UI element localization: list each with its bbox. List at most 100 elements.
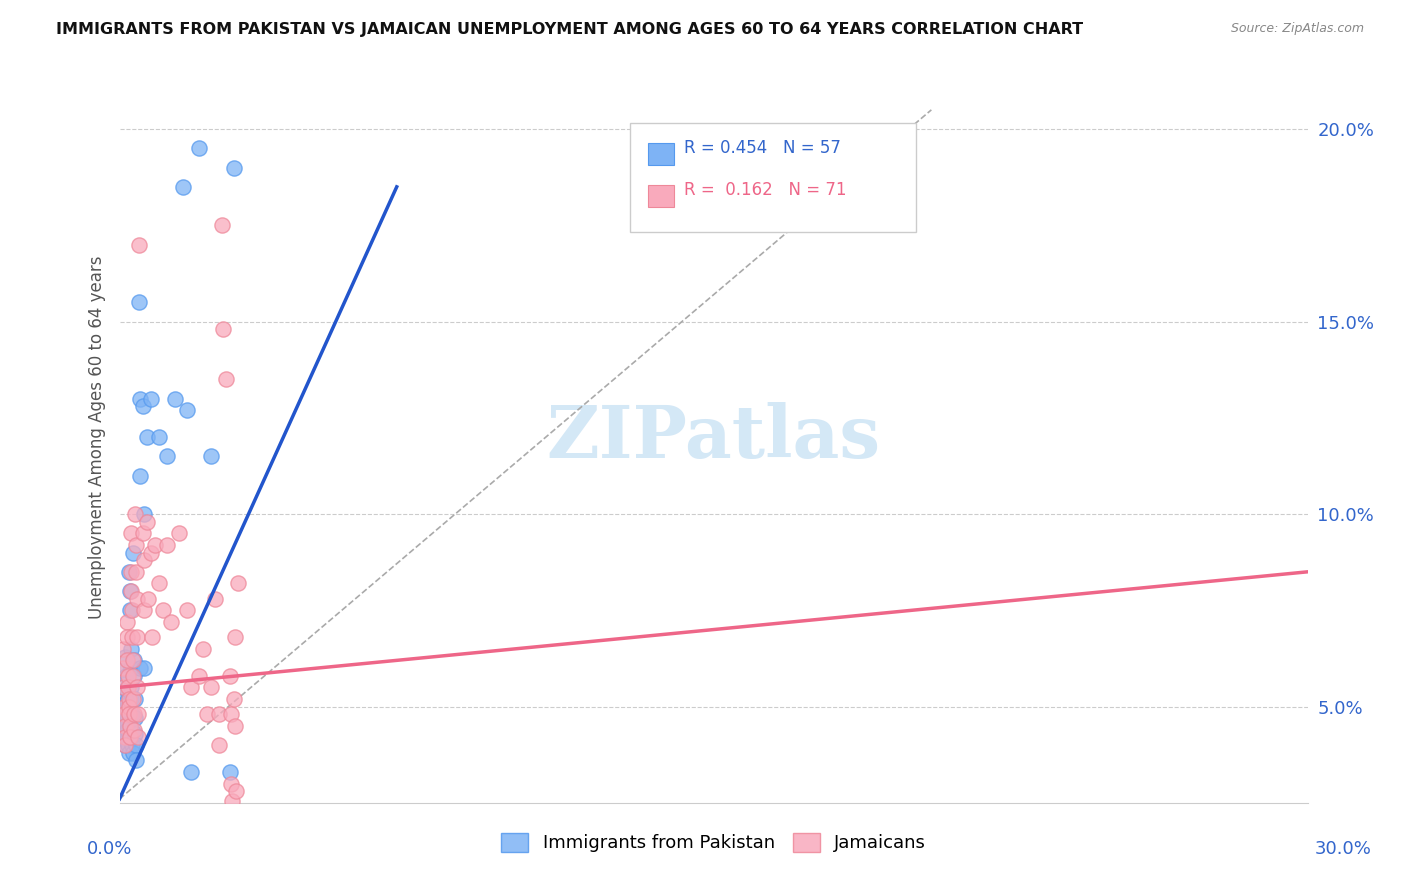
Point (187, 141, 209, 155)
Point (120, 565, 142, 579)
Point (120, 641, 142, 656)
Point (180, 764, 202, 779)
Point (125, 630, 148, 644)
Point (112, 717, 135, 731)
Point (125, 565, 148, 579)
Point (224, 630, 246, 644)
Point (121, 603, 143, 617)
Point (114, 731, 136, 745)
Point (191, 641, 214, 656)
Point (225, 784, 247, 798)
Point (122, 707, 145, 722)
Point (117, 717, 139, 731)
Point (124, 507, 146, 521)
Point (118, 707, 141, 722)
Text: 30.0%: 30.0% (1315, 840, 1371, 858)
Point (224, 161, 246, 175)
Point (219, 776, 242, 790)
Point (117, 691, 139, 706)
Point (112, 699, 135, 714)
Point (112, 681, 135, 695)
Point (200, 450, 222, 464)
Point (141, 630, 163, 644)
Point (111, 641, 134, 656)
Point (115, 709, 138, 723)
Point (136, 430, 159, 444)
Point (122, 545, 145, 559)
Point (110, 663, 132, 677)
Point (212, 322, 235, 336)
Point (112, 709, 135, 723)
Point (152, 603, 174, 617)
Point (163, 392, 186, 406)
Point (207, 707, 229, 722)
Point (114, 649, 136, 664)
Point (132, 399, 155, 413)
Point (121, 630, 143, 644)
Point (127, 707, 149, 722)
Point (121, 707, 143, 722)
FancyBboxPatch shape (648, 143, 675, 165)
Point (114, 738, 136, 752)
Point (180, 681, 202, 695)
Point (156, 538, 179, 552)
Point (122, 669, 145, 683)
Point (132, 507, 155, 521)
Point (112, 661, 135, 675)
Point (120, 691, 142, 706)
Point (132, 603, 155, 617)
Point (122, 669, 145, 683)
Point (117, 746, 139, 760)
Text: 0.0%: 0.0% (87, 840, 132, 858)
Point (118, 699, 141, 714)
Point (128, 295, 150, 310)
Point (172, 179, 194, 194)
Point (125, 738, 148, 752)
Point (136, 591, 159, 606)
Point (118, 719, 141, 733)
Point (115, 701, 138, 715)
Point (132, 553, 155, 567)
Text: R = 0.454   N = 57: R = 0.454 N = 57 (683, 139, 841, 157)
Point (167, 526, 190, 541)
Point (117, 738, 139, 752)
Legend: Immigrants from Pakistan, Jamaicans: Immigrants from Pakistan, Jamaicans (494, 826, 934, 860)
Point (211, 219, 233, 233)
Point (112, 726, 135, 740)
Point (120, 681, 142, 695)
Point (118, 584, 141, 599)
Point (187, 669, 209, 683)
Point (121, 723, 143, 737)
Point (114, 738, 136, 752)
Point (129, 661, 152, 675)
Point (115, 682, 138, 697)
Point (112, 732, 135, 747)
Point (127, 731, 149, 745)
Point (156, 450, 179, 464)
Point (124, 691, 146, 706)
Point (143, 538, 166, 552)
Point (120, 603, 142, 617)
Point (219, 707, 242, 722)
Point (141, 392, 163, 406)
Point (160, 615, 183, 629)
Point (115, 630, 138, 644)
Point (141, 545, 163, 559)
Point (120, 731, 142, 745)
Point (224, 719, 246, 733)
Point (176, 603, 198, 617)
Point (200, 681, 222, 695)
Point (204, 591, 226, 606)
Point (219, 669, 242, 683)
Point (121, 653, 143, 667)
FancyBboxPatch shape (630, 122, 915, 232)
Point (115, 694, 138, 708)
Point (127, 681, 149, 695)
Text: ZIPatlas: ZIPatlas (547, 401, 880, 473)
Point (117, 681, 139, 695)
Y-axis label: Unemployment Among Ages 60 to 64 years: Unemployment Among Ages 60 to 64 years (87, 255, 105, 619)
Point (124, 711, 146, 725)
Point (125, 754, 148, 768)
Point (114, 719, 136, 733)
Text: Source: ZipAtlas.com: Source: ZipAtlas.com (1230, 22, 1364, 36)
